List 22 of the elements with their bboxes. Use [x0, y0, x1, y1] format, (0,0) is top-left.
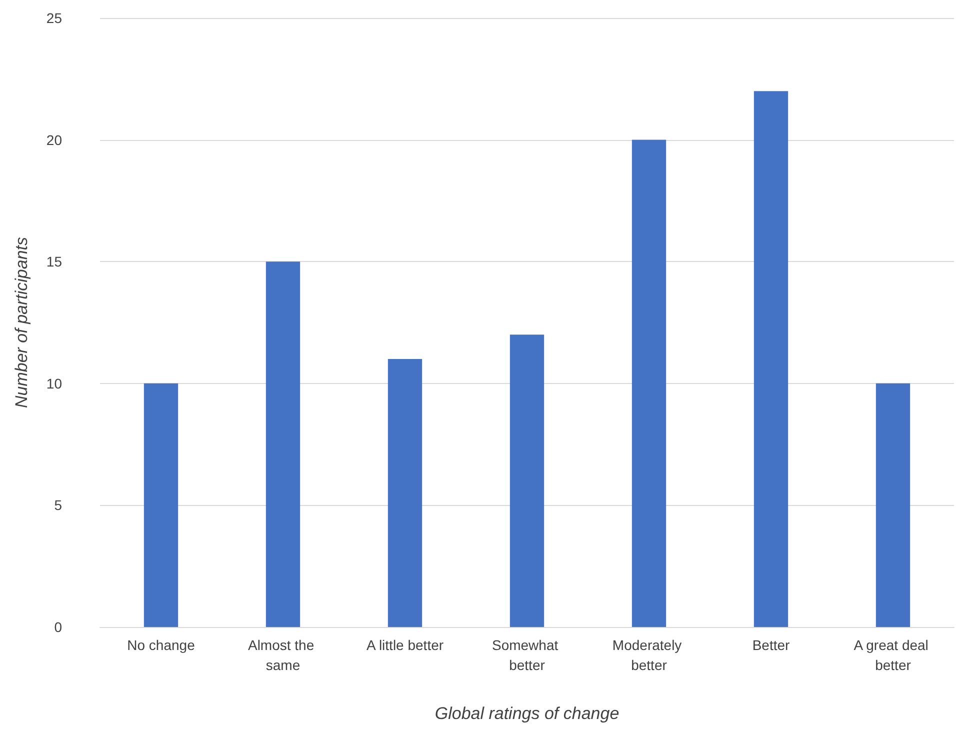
y-tick-label: 20	[46, 132, 62, 148]
x-tick-label: Moderately better	[612, 637, 686, 673]
y-tick-label: 10	[46, 375, 62, 392]
x-tick-label: Somewhat better	[492, 637, 562, 673]
x-tick-label: Almost the same	[248, 637, 318, 673]
bar	[510, 334, 544, 627]
bar	[388, 359, 422, 627]
bar	[754, 91, 788, 627]
x-tick-label: A little better	[366, 637, 444, 653]
x-tick-label: A great deal better	[854, 637, 932, 673]
y-axis-title: Number of participants	[12, 236, 31, 408]
y-tick-label: 5	[54, 497, 62, 514]
y-tick-label: 25	[46, 10, 62, 26]
x-tick-label: Better	[752, 637, 790, 653]
bar	[632, 140, 666, 627]
y-tick-label: 15	[46, 254, 62, 270]
bar	[266, 262, 300, 627]
x-axis-title: Global ratings of change	[434, 704, 620, 723]
x-tick-label: No change	[127, 637, 196, 653]
bar	[876, 383, 910, 627]
bar	[144, 383, 178, 627]
y-tick-label: 0	[54, 619, 62, 635]
